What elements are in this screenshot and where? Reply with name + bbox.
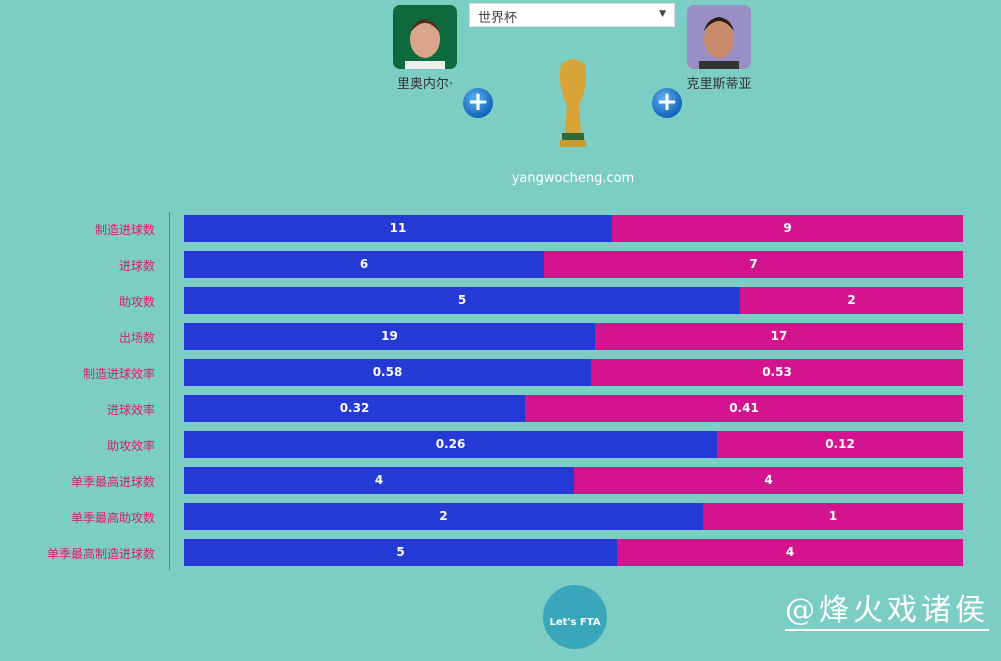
bar-player2: 17 (595, 323, 963, 350)
player2-name: 克里斯蒂亚 (686, 77, 752, 92)
bar-player1: 6 (184, 251, 544, 278)
bar-player1: 0.32 (184, 395, 525, 422)
fta-logo[interactable]: Let's FTA (543, 585, 607, 649)
bar-player2: 0.53 (591, 359, 963, 386)
add-player1-button[interactable]: + (463, 88, 493, 118)
bar-player1: 5 (184, 539, 617, 566)
category-label: 进球效率 (106, 403, 155, 417)
bar-player2: 2 (740, 287, 963, 314)
watermark: @烽火戏诸侯 (785, 585, 989, 631)
category-label: 单季最高制造进球数 (46, 547, 155, 561)
player2-avatar[interactable] (687, 5, 751, 69)
site-url: yangwocheng.com (511, 171, 635, 186)
bar-player2: 1 (703, 503, 963, 530)
bar-player2: 7 (544, 251, 963, 278)
player1-name: 里奥内尔· (396, 77, 454, 92)
category-label: 助攻效率 (106, 439, 155, 453)
dropdown-arrow-icon: ▼ (659, 9, 666, 19)
bar-player1: 2 (184, 503, 703, 530)
competition-select[interactable]: 世界杯 ▼ (469, 3, 675, 27)
bar-player1: 11 (184, 215, 612, 242)
bar-player1: 4 (184, 467, 574, 494)
category-label: 单季最高进球数 (70, 475, 155, 489)
bar-player1: 0.26 (184, 431, 717, 458)
category-label: 助攻数 (118, 295, 155, 309)
category-label: 制造进球效率 (82, 367, 155, 381)
bar-player2: 0.12 (717, 431, 963, 458)
chart-axis-line (169, 212, 170, 570)
bar-player2: 4 (617, 539, 963, 566)
category-label: 进球数 (118, 259, 155, 273)
category-label: 出场数 (118, 331, 155, 345)
bar-player2: 9 (612, 215, 963, 242)
bar-player1: 5 (184, 287, 740, 314)
player1-avatar[interactable] (393, 5, 457, 69)
bar-player2: 4 (574, 467, 963, 494)
trophy-icon (553, 55, 593, 154)
bar-player1: 0.58 (184, 359, 591, 386)
category-label: 制造进球数 (94, 223, 155, 237)
bar-player1: 19 (184, 323, 595, 350)
competition-select-value: 世界杯 (478, 11, 518, 26)
add-player2-button[interactable]: + (652, 88, 682, 118)
bar-player2: 0.41 (525, 395, 963, 422)
category-label: 单季最高助攻数 (70, 511, 155, 525)
